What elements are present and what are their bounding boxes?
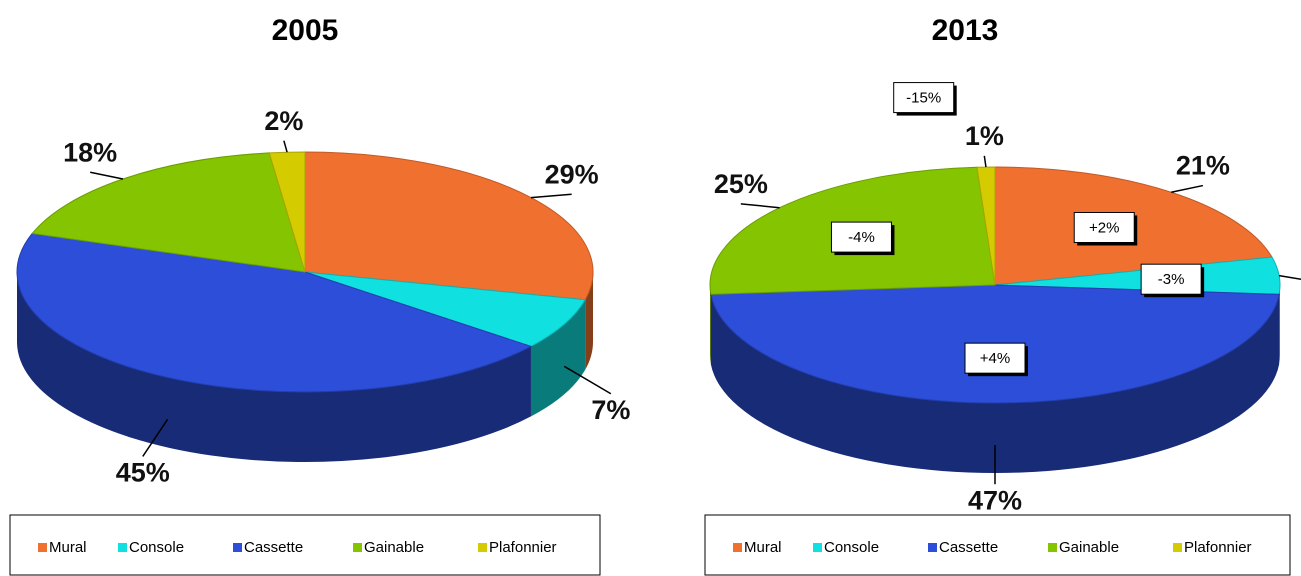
slice (304, 151, 594, 301)
annotation: +2% (1089, 219, 1119, 236)
slice-side (530, 299, 586, 417)
legend-swatch (1048, 543, 1057, 552)
annotation-box (1140, 263, 1202, 295)
legend-swatch (233, 543, 242, 552)
leader-line (283, 140, 288, 153)
annotation-box (893, 82, 955, 114)
slice (16, 232, 533, 393)
value-label: 47% (968, 485, 1022, 515)
leader-line (563, 365, 612, 395)
legend-label: Plafonnier (489, 539, 557, 556)
slice (31, 152, 306, 273)
annotation: -3% (1158, 271, 1185, 288)
value-label: 25% (714, 169, 768, 199)
slice-side (710, 285, 711, 365)
legend-label: Gainable (364, 539, 424, 556)
legend-label: Mural (744, 539, 782, 556)
chart-title: 2013 (932, 14, 999, 47)
legend-swatch (1173, 543, 1182, 552)
leader-line (142, 419, 169, 457)
slice-side (1279, 285, 1280, 365)
value-label: 29% (545, 159, 599, 189)
annotation-box (1073, 211, 1135, 243)
slice-side (17, 272, 531, 463)
legend-label: Cassette (244, 539, 303, 556)
leader-line (1171, 184, 1204, 193)
legend-swatch (478, 543, 487, 552)
slice-side (710, 294, 1280, 474)
annotation: -4% (848, 229, 875, 246)
legend-swatch (38, 543, 47, 552)
value-label: 7% (591, 395, 630, 425)
annotation-box (964, 342, 1026, 374)
slice (976, 166, 996, 286)
value-label: 1% (965, 121, 1004, 151)
chart-title: 2005 (272, 14, 339, 47)
legend-swatch (353, 543, 362, 552)
annotation: +4% (980, 350, 1010, 367)
legend-box (704, 514, 1291, 576)
legend-label: Plafonnier (1184, 539, 1252, 556)
annotation: -15% (906, 90, 941, 107)
legend-label: Console (824, 539, 879, 556)
leader-line (740, 203, 780, 209)
legend-label: Cassette (939, 539, 998, 556)
leader-line (90, 171, 124, 180)
legend-swatch (118, 543, 127, 552)
leader-line (1278, 274, 1301, 280)
slice (268, 151, 306, 273)
legend-label: Console (129, 539, 184, 556)
legend-swatch (733, 543, 742, 552)
legend-swatch (928, 543, 937, 552)
slice (304, 271, 587, 347)
value-label: 21% (1176, 151, 1230, 181)
value-label: 18% (63, 137, 117, 167)
value-label: 45% (116, 458, 170, 488)
legend-box (9, 514, 601, 576)
legend-swatch (813, 543, 822, 552)
leader-line (983, 155, 987, 168)
leader-line (530, 193, 572, 199)
value-label: 2% (264, 106, 303, 136)
legend-label: Mural (49, 539, 87, 556)
annotation-box (830, 221, 892, 253)
legend-label: Gainable (1059, 539, 1119, 556)
